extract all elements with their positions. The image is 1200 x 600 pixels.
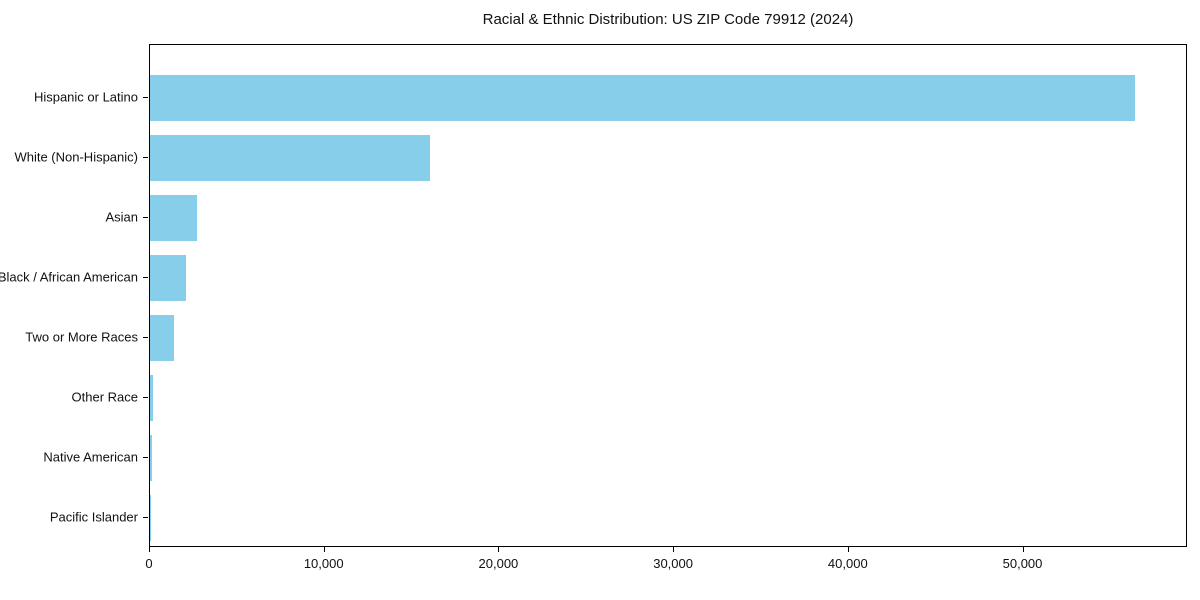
bar [150, 435, 152, 481]
x-tick-mark [149, 547, 150, 552]
bar [150, 255, 186, 301]
y-axis-tick-label: Hispanic or Latino [33, 89, 138, 105]
bar [150, 135, 430, 181]
bar [150, 315, 174, 361]
y-tick-mark [143, 277, 148, 278]
plot-area [149, 44, 1187, 547]
y-axis-tick-label: Asian [105, 209, 138, 225]
y-tick-mark [143, 157, 148, 158]
y-axis-tick-label: Other Race [71, 389, 138, 405]
x-tick-mark [323, 547, 325, 552]
y-axis-tick-label: White (Non-Hispanic) [14, 149, 138, 165]
x-tick-mark [1022, 547, 1024, 552]
x-axis-tick-label: 20,000 [478, 556, 519, 571]
y-tick-mark [143, 457, 148, 458]
bar [150, 495, 151, 541]
bar [150, 195, 197, 241]
bar [150, 75, 1136, 121]
x-axis-tick-label: 40,000 [827, 556, 868, 571]
y-axis: Hispanic or Latino White (Non-Hispanic) As… [0, 44, 149, 547]
x-axis: 0 10,000 20,000 30,000 40,000 50,000 [145, 547, 1187, 587]
x-axis-tick-label: 0 [145, 556, 153, 571]
y-tick-mark [143, 217, 148, 218]
y-tick-mark [143, 397, 148, 398]
y-axis-tick-label: Pacific Islander [49, 509, 138, 525]
y-tick-mark [143, 517, 148, 518]
x-tick-mark [498, 547, 500, 552]
x-tick-mark [673, 547, 675, 552]
x-axis-tick-label: 10,000 [303, 556, 344, 571]
x-axis-tick-label: 30,000 [653, 556, 693, 571]
y-axis-tick-label: Native American [43, 449, 138, 465]
chart-title: Racial & Ethnic Distribution: US ZIP Cod… [482, 11, 854, 28]
y-tick-mark [143, 97, 148, 98]
x-tick-mark [847, 547, 849, 552]
bar [150, 375, 154, 421]
y-axis-tick-label: Two or More Races [25, 329, 138, 345]
x-axis-tick-label: 50,000 [1002, 556, 1043, 571]
y-tick-mark [143, 337, 148, 338]
y-axis-tick-label: Black / African American [0, 269, 138, 285]
